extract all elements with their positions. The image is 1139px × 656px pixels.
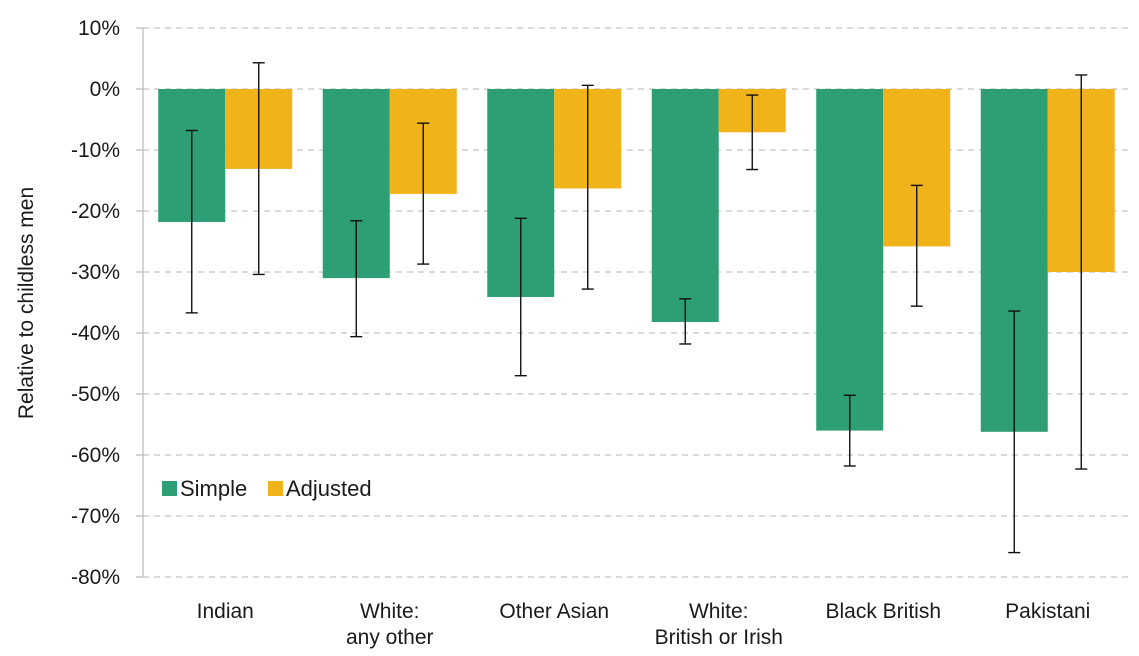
y-tick-label: -50% xyxy=(71,383,120,406)
x-category-label-line: any other xyxy=(346,626,434,649)
x-category-label-line: White: xyxy=(689,600,749,623)
y-tick-label: 0% xyxy=(90,78,120,101)
x-category-label-line: Pakistani xyxy=(1005,600,1090,623)
y-tick-label: -30% xyxy=(71,261,120,284)
x-category-label-line: British or Irish xyxy=(655,626,783,649)
legend-label-adjusted: Adjusted xyxy=(286,476,372,501)
legend-swatch-adjusted xyxy=(268,481,283,496)
y-tick-label: -40% xyxy=(71,322,120,345)
x-category-label: Indian xyxy=(197,600,254,623)
error-bars xyxy=(185,62,1088,554)
y-tick-label: -70% xyxy=(71,505,120,528)
x-category-label-line: Indian xyxy=(197,600,254,623)
bar-simple xyxy=(651,89,719,323)
legend-label-simple: Simple xyxy=(180,476,247,501)
x-category-label: Pakistani xyxy=(1005,600,1090,623)
y-tick-label: 10% xyxy=(78,17,120,40)
y-axis: 10% 0% -10% -20% -30% -40% -50% -60% -70% -80% xyxy=(71,17,144,589)
x-category-label: Black British xyxy=(825,600,941,623)
bar-simple xyxy=(816,89,884,431)
bars xyxy=(158,89,1115,432)
x-category-label-line: Black British xyxy=(825,600,941,623)
x-category-label-line: White: xyxy=(360,600,420,623)
y-tick-label: -80% xyxy=(71,566,120,589)
x-category-label: White: any other xyxy=(346,600,434,649)
y-tick-label: -60% xyxy=(71,444,120,467)
y-tick-label: -20% xyxy=(71,200,120,223)
x-axis-labels: Indian White: any other Other Asian White: Br… xyxy=(197,600,1091,649)
legend: Simple Adjusted xyxy=(162,476,372,501)
y-axis-title: Relative to childless men xyxy=(15,187,38,419)
y-tick-label: -10% xyxy=(71,139,120,162)
x-category-label: White: British or Irish xyxy=(655,600,783,649)
x-category-label: Other Asian xyxy=(499,600,609,623)
x-category-label-line: Other Asian xyxy=(499,600,609,623)
legend-swatch-simple xyxy=(162,481,177,496)
